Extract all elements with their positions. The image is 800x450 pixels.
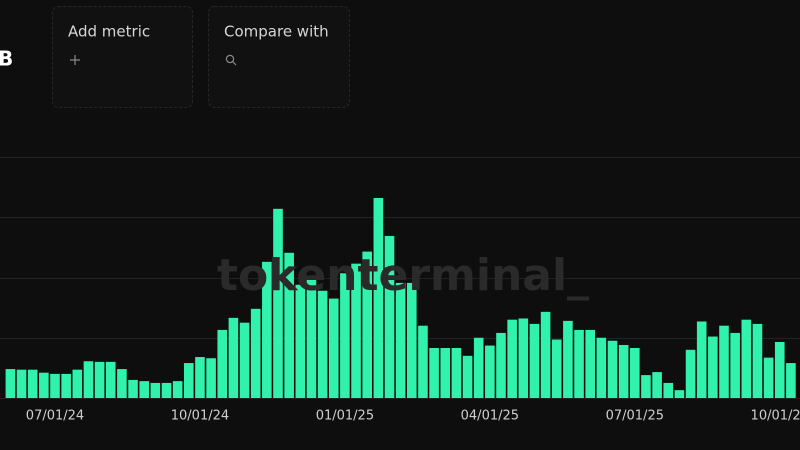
card-border[interactable] (208, 6, 350, 108)
bar (786, 363, 796, 398)
bar (429, 347, 439, 398)
card-border[interactable] (52, 6, 193, 108)
bar (440, 347, 451, 398)
compare-card[interactable]: Compare with (208, 6, 350, 108)
bar (774, 341, 785, 398)
bar (351, 263, 361, 398)
bar (228, 317, 239, 398)
bar (50, 373, 60, 398)
bar (708, 336, 718, 398)
bar (94, 361, 105, 398)
x-tick-label: 04/01/25 (461, 409, 519, 424)
bar (518, 318, 529, 398)
bar (373, 197, 384, 398)
search-icon-handle[interactable] (232, 61, 237, 66)
bar (340, 273, 350, 398)
bar (150, 382, 161, 398)
bar (39, 372, 49, 398)
bar (418, 325, 428, 398)
bar (284, 252, 294, 398)
bar (306, 275, 317, 398)
search-icon[interactable] (225, 54, 235, 64)
watermark: tokenterminal_ (217, 250, 589, 301)
bar (16, 369, 27, 398)
bar (128, 379, 138, 398)
bar (574, 329, 584, 398)
bar (485, 345, 495, 398)
bar (206, 358, 216, 398)
bar (72, 369, 83, 398)
partial-label: B (0, 47, 13, 71)
bar (395, 282, 406, 398)
bar (596, 337, 607, 398)
add-metric-label[interactable]: Add metric (68, 23, 150, 41)
bar (607, 340, 618, 398)
bar (719, 325, 729, 398)
bar (641, 375, 651, 398)
bar (630, 347, 640, 398)
x-tick-label: 07/01/24 (26, 409, 84, 424)
plot: 07/01/24 10/01/24 01/01/25 04/01/25 07/01/25… (0, 157, 800, 424)
bar (139, 381, 149, 398)
bar (105, 361, 116, 398)
bar (250, 308, 261, 398)
bar (663, 382, 674, 398)
add-metric-card[interactable]: Add metric (52, 6, 193, 108)
bar (328, 298, 339, 398)
x-tick-label: 10/01/24 (171, 409, 229, 424)
bar (752, 323, 763, 398)
bar (83, 361, 94, 398)
bar (27, 369, 38, 398)
bar (652, 372, 662, 398)
bar (161, 382, 172, 398)
bar (685, 349, 696, 398)
bar (551, 339, 562, 398)
bar (217, 329, 228, 398)
bar (496, 332, 506, 398)
plus-icon[interactable] (70, 55, 80, 65)
bar (273, 208, 283, 398)
compare-with-label[interactable]: Compare with (224, 23, 329, 41)
bar (730, 332, 740, 398)
bar (5, 369, 16, 398)
x-tick-label: 07/01/25 (606, 409, 664, 424)
bar (184, 363, 194, 398)
x-tick-label: 10/01/25 (751, 409, 800, 424)
bar (451, 347, 462, 398)
bar (618, 344, 629, 398)
bar (195, 357, 205, 398)
bar (529, 323, 540, 398)
bar (563, 320, 573, 398)
bar (763, 357, 774, 398)
bar (61, 373, 71, 398)
bar (384, 235, 395, 398)
bar (239, 322, 250, 398)
bar (117, 369, 127, 398)
bar (295, 284, 306, 398)
bar (262, 261, 272, 398)
bar (540, 311, 551, 398)
bar (172, 381, 183, 398)
bar (585, 329, 595, 398)
bar (462, 355, 473, 398)
bar (741, 319, 752, 398)
bar (473, 337, 484, 398)
bar (674, 390, 685, 398)
bar (696, 321, 707, 398)
x-tick-label: 01/01/25 (316, 409, 374, 424)
bar (507, 319, 517, 398)
bar (317, 290, 328, 398)
bar (407, 282, 417, 398)
bar (362, 251, 372, 398)
